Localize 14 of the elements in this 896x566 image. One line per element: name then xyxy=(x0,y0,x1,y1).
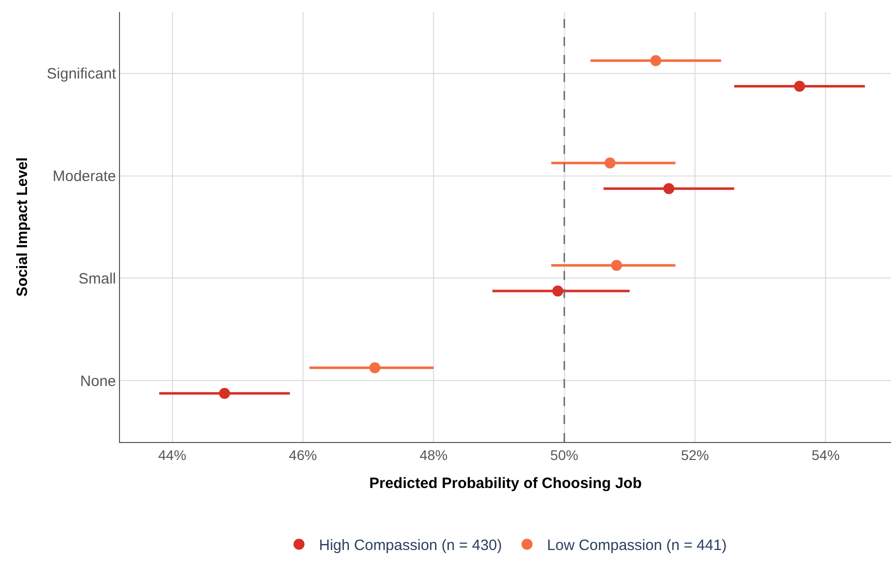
x-tick-label: 54% xyxy=(812,446,840,463)
x-axis-title: Predicted Probability of Choosing Job xyxy=(369,474,642,492)
y-tick-label: Small xyxy=(78,270,116,288)
x-tick-label: 46% xyxy=(288,446,317,463)
legend-label: High Compassion (n = 430) xyxy=(319,537,502,554)
legend-label: Low Compassion (n = 441) xyxy=(547,537,727,554)
y-axis-title: Social Impact Level xyxy=(14,157,32,297)
x-tick-label: 44% xyxy=(158,446,186,463)
y-tick-label: Moderate xyxy=(52,168,116,186)
x-tick-label: 52% xyxy=(680,446,709,463)
y-tick-label: Significant xyxy=(46,66,117,83)
x-tick-label: 50% xyxy=(550,446,578,463)
x-tick-label: 48% xyxy=(420,446,448,463)
y-tick-label: None xyxy=(80,372,116,390)
